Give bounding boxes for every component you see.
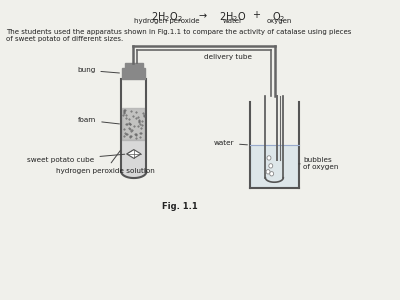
Text: delivery tube: delivery tube <box>204 54 252 60</box>
Circle shape <box>270 172 274 176</box>
Text: hydrogen peroxide: hydrogen peroxide <box>134 18 200 24</box>
Polygon shape <box>122 108 146 140</box>
Text: sweet potato cube: sweet potato cube <box>27 154 125 163</box>
Circle shape <box>269 164 273 168</box>
Text: 2H$_2$O: 2H$_2$O <box>218 10 246 24</box>
Text: +: + <box>252 10 260 20</box>
Text: oxygen: oxygen <box>266 18 292 24</box>
Text: O$_2$: O$_2$ <box>272 10 286 24</box>
Text: bubbles
of oxygen: bubbles of oxygen <box>298 158 338 170</box>
Circle shape <box>266 169 270 174</box>
Text: hydrogen peroxide solution: hydrogen peroxide solution <box>56 150 154 174</box>
Circle shape <box>267 156 271 160</box>
Text: water: water <box>222 18 242 24</box>
Text: $\rightarrow$: $\rightarrow$ <box>197 10 208 20</box>
Text: Fig. 1.1: Fig. 1.1 <box>162 202 198 211</box>
Bar <box>122 68 146 79</box>
Polygon shape <box>251 145 298 187</box>
Polygon shape <box>122 140 146 178</box>
Text: water: water <box>214 140 248 146</box>
Polygon shape <box>127 150 141 158</box>
Text: foam: foam <box>78 117 120 124</box>
Text: The students used the apparatus shown in Fig.1.1 to compare the activity of cata: The students used the apparatus shown in… <box>6 29 351 42</box>
Text: bung: bung <box>77 67 120 73</box>
Text: 2H$_2$O$_2$: 2H$_2$O$_2$ <box>151 10 183 24</box>
Bar <box>125 63 143 68</box>
